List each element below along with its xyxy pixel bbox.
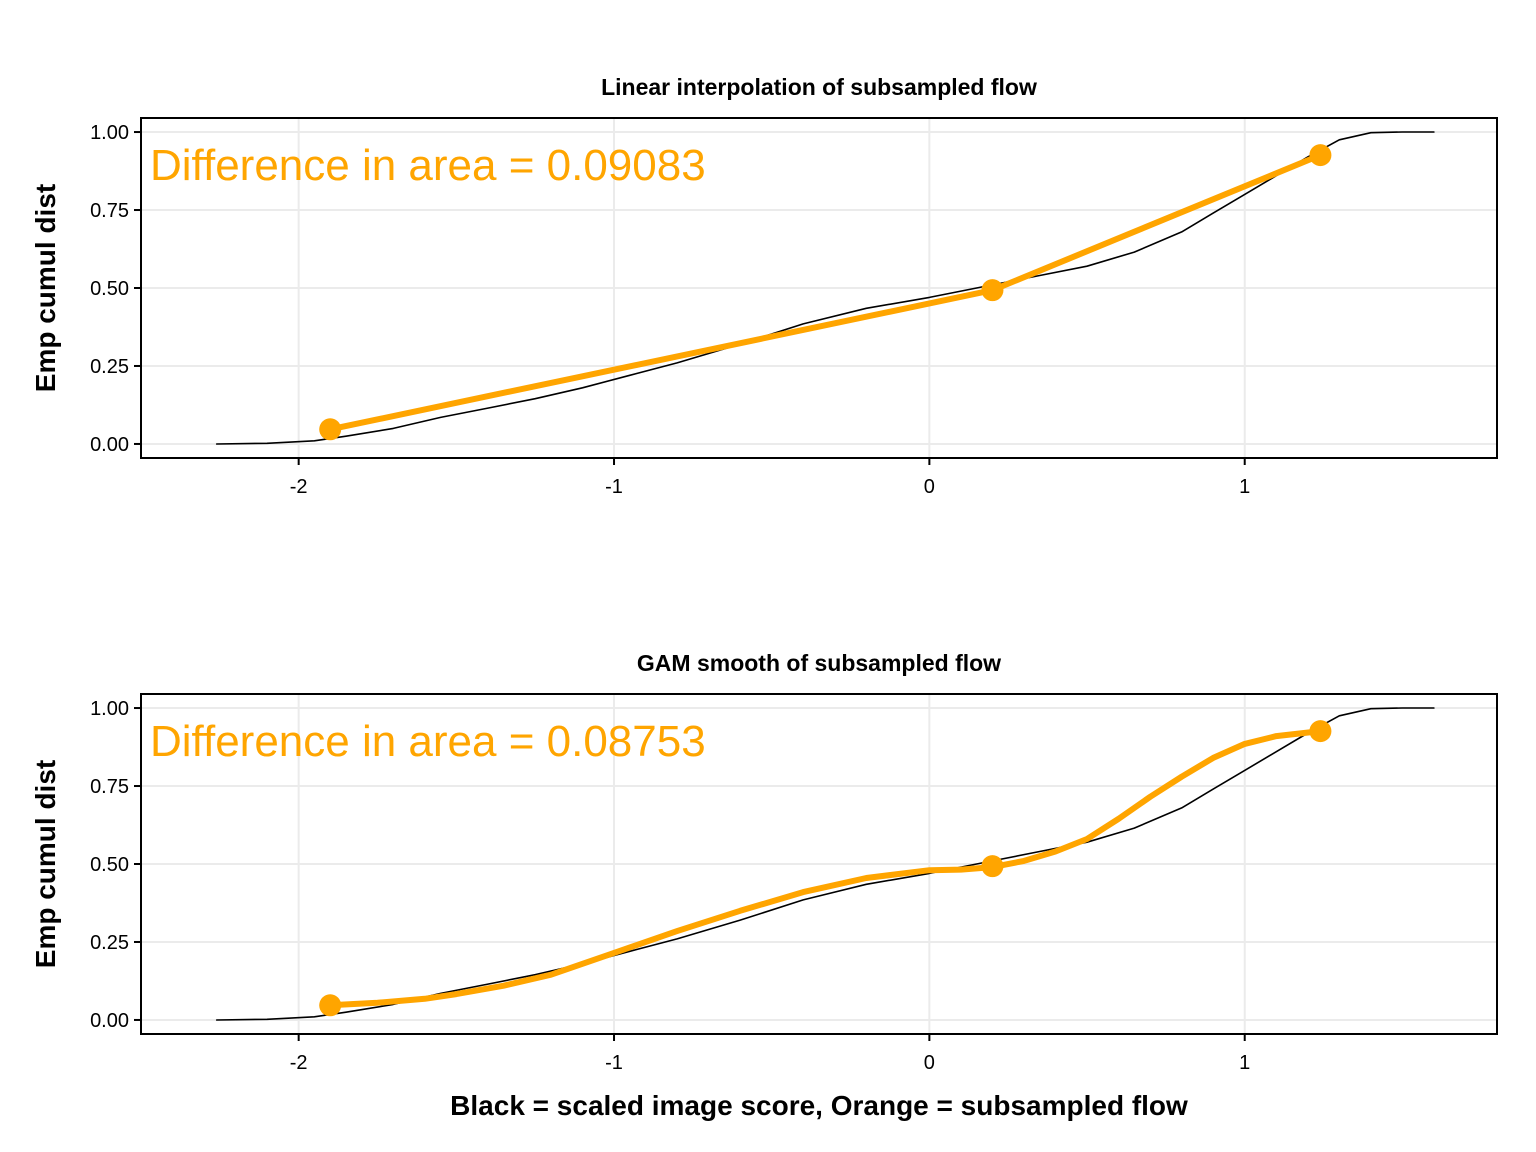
- y-tick-label: 0.75: [90, 776, 129, 798]
- x-tick-label: -2: [290, 476, 308, 498]
- y-tick-label: 0.75: [90, 200, 129, 222]
- y-axis-title: Emp cumul dist: [30, 184, 61, 392]
- y-tick-label: 0.50: [90, 854, 129, 876]
- x-axis: -2 -1 0 1: [290, 458, 1250, 498]
- y-axis-title: Emp cumul dist: [30, 760, 61, 968]
- subsampled-flow-line: [327, 728, 1324, 1009]
- subsampled-flow-point: [1309, 144, 1332, 167]
- panel-gam-smooth: GAM smooth of subsampled flow 0.000.250.…: [30, 650, 1498, 1074]
- area-difference-annotation: Difference in area = 0.08753: [150, 717, 706, 766]
- y-axis: 0.00 0.25 0.50 0.75 1.00: [90, 698, 141, 1032]
- subsampled-flow-point: [981, 279, 1004, 302]
- area-difference-annotation: Difference in area = 0.09083: [150, 141, 706, 190]
- grid: [141, 694, 1497, 1034]
- x-tick-label: -2: [290, 1052, 308, 1074]
- series-layer: [215, 131, 1435, 445]
- x-axis: -2 -1 0 1: [290, 1034, 1250, 1074]
- x-tick-label: 1: [1239, 476, 1250, 498]
- panel-linear-interpolation: Linear interpolation of subsampled flow …: [30, 74, 1498, 498]
- x-tick-label: -1: [605, 1052, 623, 1074]
- y-tick-label: 0.00: [90, 434, 129, 456]
- subsampled-flow-line: [327, 152, 1324, 433]
- subsampled-flow-point: [1309, 720, 1332, 743]
- x-tick-label: 1: [1239, 1052, 1250, 1074]
- subsampled-flow-point: [319, 418, 342, 441]
- x-tick-label: 0: [924, 476, 935, 498]
- grid: [141, 118, 1497, 458]
- y-axis: 0.00 0.25 0.50 0.75 1.00: [90, 122, 141, 456]
- subsampled-flow-point: [319, 994, 342, 1017]
- chart-title: Linear interpolation of subsampled flow: [601, 74, 1037, 100]
- subsampled-flow-point: [981, 855, 1004, 878]
- y-tick-label: 1.00: [90, 698, 129, 720]
- y-tick-label: 0.50: [90, 278, 129, 300]
- series-layer: [215, 707, 1435, 1021]
- y-tick-label: 0.00: [90, 1010, 129, 1032]
- x-tick-label: 0: [924, 1052, 935, 1074]
- chart-title: GAM smooth of subsampled flow: [637, 650, 1001, 676]
- x-tick-label: -1: [605, 476, 623, 498]
- y-tick-label: 1.00: [90, 122, 129, 144]
- y-tick-label: 0.25: [90, 932, 129, 954]
- x-axis-title: Black = scaled image score, Orange = sub…: [450, 1090, 1188, 1121]
- y-tick-label: 0.25: [90, 356, 129, 378]
